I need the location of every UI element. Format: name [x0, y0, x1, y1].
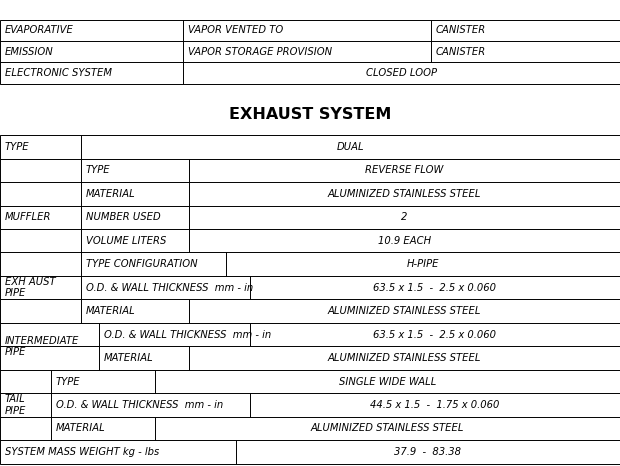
Text: ALUMINIZED STAINLESS STEEL: ALUMINIZED STAINLESS STEEL	[311, 424, 464, 433]
FancyBboxPatch shape	[0, 20, 620, 84]
Text: MATERIAL: MATERIAL	[86, 306, 135, 316]
Text: ELECTRONIC SYSTEM: ELECTRONIC SYSTEM	[5, 68, 112, 78]
Text: ALUMINIZED STAINLESS STEEL: ALUMINIZED STAINLESS STEEL	[328, 306, 481, 316]
Text: VAPOR STORAGE PROVISION: VAPOR STORAGE PROVISION	[188, 47, 332, 57]
Text: CANISTER: CANISTER	[436, 47, 486, 57]
Text: CLOSED LOOP: CLOSED LOOP	[366, 68, 437, 78]
Text: SYSTEM MASS WEIGHT kg - lbs: SYSTEM MASS WEIGHT kg - lbs	[5, 447, 159, 457]
Text: DUAL: DUAL	[337, 142, 364, 152]
Text: EVAPORATIVE: EVAPORATIVE	[5, 25, 74, 35]
Text: EXH AUST
PIPE: EXH AUST PIPE	[5, 277, 56, 298]
Text: 37.9  -  83.38: 37.9 - 83.38	[394, 447, 461, 457]
Text: TYPE CONFIGURATION: TYPE CONFIGURATION	[86, 259, 197, 269]
Text: 63.5 x 1.5  -  2.5 x 0.060: 63.5 x 1.5 - 2.5 x 0.060	[373, 283, 497, 293]
Text: NUMBER USED: NUMBER USED	[86, 212, 161, 222]
Text: MATERIAL: MATERIAL	[86, 189, 135, 199]
Text: ALUMINIZED STAINLESS STEEL: ALUMINIZED STAINLESS STEEL	[328, 189, 481, 199]
Text: TAIL
PIPE: TAIL PIPE	[5, 394, 26, 416]
FancyBboxPatch shape	[0, 135, 620, 464]
Text: O.D. & WALL THICKNESS  mm - in: O.D. & WALL THICKNESS mm - in	[86, 283, 253, 293]
Text: MATERIAL: MATERIAL	[104, 353, 154, 363]
Text: 44.5 x 1.5  -  1.75 x 0.060: 44.5 x 1.5 - 1.75 x 0.060	[370, 400, 500, 410]
Text: 10.9 EACH: 10.9 EACH	[378, 236, 431, 246]
Text: CANISTER: CANISTER	[436, 25, 486, 35]
Text: EMISSION: EMISSION	[5, 47, 54, 57]
Text: REVERSE FLOW: REVERSE FLOW	[365, 165, 444, 175]
Text: TYPE: TYPE	[56, 377, 81, 386]
Text: MUFFLER: MUFFLER	[5, 212, 51, 222]
Text: MATERIAL: MATERIAL	[56, 424, 105, 433]
Text: TYPE: TYPE	[86, 165, 110, 175]
Text: TYPE: TYPE	[5, 142, 30, 152]
Text: O.D. & WALL THICKNESS  mm - in: O.D. & WALL THICKNESS mm - in	[56, 400, 223, 410]
Text: 2: 2	[401, 212, 408, 222]
Text: VOLUME LITERS: VOLUME LITERS	[86, 236, 166, 246]
Text: O.D. & WALL THICKNESS  mm - in: O.D. & WALL THICKNESS mm - in	[104, 329, 272, 340]
Text: H-PIPE: H-PIPE	[407, 259, 440, 269]
Text: VAPOR VENTED TO: VAPOR VENTED TO	[188, 25, 283, 35]
Text: ALUMINIZED STAINLESS STEEL: ALUMINIZED STAINLESS STEEL	[328, 353, 481, 363]
Text: 63.5 x 1.5  -  2.5 x 0.060: 63.5 x 1.5 - 2.5 x 0.060	[373, 329, 497, 340]
Text: SINGLE WIDE WALL: SINGLE WIDE WALL	[339, 377, 436, 386]
Text: INTERMEDIATE
PIPE: INTERMEDIATE PIPE	[5, 336, 79, 357]
Text: EXHAUST SYSTEM: EXHAUST SYSTEM	[229, 107, 391, 122]
